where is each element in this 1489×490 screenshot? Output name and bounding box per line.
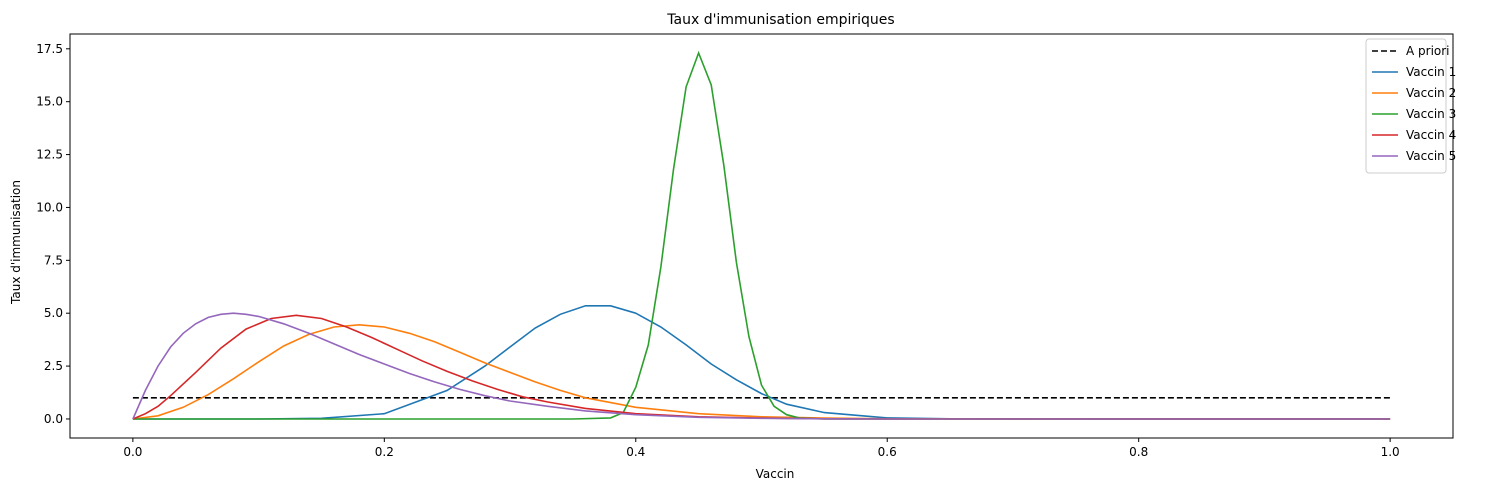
y-tick-label: 5.0 xyxy=(44,306,63,320)
series-line-6 xyxy=(132,312,1391,420)
series-line-2 xyxy=(132,304,1391,420)
y-tick-label: 2.5 xyxy=(44,359,63,373)
x-tick-label: 0.4 xyxy=(626,445,645,459)
legend-label: Vaccin 3 xyxy=(1406,107,1456,121)
x-axis: 0.0 0.2 0.4 0.6 0.8 1.0 xyxy=(123,438,1400,459)
legend-label: Vaccin 5 xyxy=(1406,149,1456,163)
y-axis: 0.0 2.5 5.0 7.5 10.0 12.5 15.0 17.5 xyxy=(36,42,70,426)
y-tick-label: 7.5 xyxy=(44,253,63,267)
plot-area xyxy=(69,33,1454,439)
legend-label: A priori xyxy=(1406,44,1450,58)
legend-label: Vaccin 2 xyxy=(1406,86,1456,100)
y-axis-label: Taux d'immunisation xyxy=(9,180,23,305)
chart-title: Taux d'immunisation empiriques xyxy=(666,12,894,28)
legend: A priori Vaccin 1 Vaccin 2 Vaccin 3 Vaccin 4… xyxy=(1365,38,1456,174)
y-tick-label: 12.5 xyxy=(36,148,63,162)
legend-label: Vaccin 4 xyxy=(1406,128,1456,142)
x-tick-label: 0.0 xyxy=(123,445,142,459)
series-line-3 xyxy=(132,323,1391,420)
x-axis-label: Vaccin xyxy=(756,467,795,481)
legend-label: Vaccin 1 xyxy=(1406,65,1456,79)
series-line-4 xyxy=(132,50,1391,420)
x-tick-label: 0.2 xyxy=(375,445,394,459)
y-tick-label: 10.0 xyxy=(36,200,63,214)
y-tick-label: 0.0 xyxy=(44,412,63,426)
y-tick-label: 17.5 xyxy=(36,42,63,56)
x-tick-label: 0.6 xyxy=(878,445,897,459)
plot-frame xyxy=(69,33,1454,439)
y-tick-label: 15.0 xyxy=(36,95,63,109)
x-tick-label: 0.8 xyxy=(1129,445,1148,459)
x-tick-label: 1.0 xyxy=(1381,445,1400,459)
